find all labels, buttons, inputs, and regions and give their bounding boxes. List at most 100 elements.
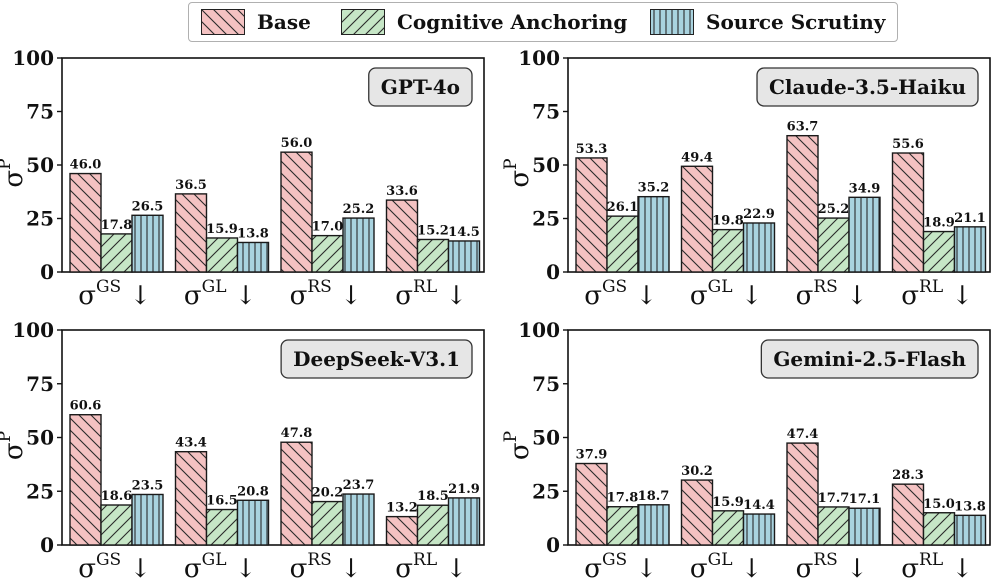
- bar-source-scrutiny: [447, 240, 481, 273]
- bar-cognitive-anchoring: [416, 238, 450, 273]
- data-label: 46.0: [70, 158, 102, 173]
- x-tick-label: σGS ↓: [584, 277, 657, 311]
- data-label: 15.0: [923, 497, 955, 512]
- x-tick-label: σRL ↓: [901, 277, 973, 311]
- x-tick-label: σGL ↓: [690, 277, 763, 311]
- bar-source-scrutiny: [342, 493, 375, 546]
- panel-claude-3-5-haiku: 0 25 50 75 100 σP 53.3 49.4 63.7 55.6 26.1 19.8 25.2…: [501, 46, 991, 311]
- x-tick-label: σRL ↓: [395, 550, 467, 581]
- legend-swatch-cognitive-anchoring: [341, 9, 385, 35]
- y-tick-label: 75: [532, 100, 560, 124]
- data-label: 28.3: [892, 468, 924, 483]
- y-tick-label: 0: [40, 533, 54, 557]
- bar-cognitive-anchoring: [416, 504, 450, 546]
- y-tick-label: 0: [546, 533, 560, 557]
- bar-source-scrutiny: [342, 217, 375, 273]
- data-label: 14.5: [448, 225, 480, 240]
- y-tick-label: 75: [26, 372, 54, 396]
- data-label: 15.2: [417, 223, 449, 238]
- data-label: 36.5: [175, 178, 207, 193]
- bar-base: [575, 157, 608, 273]
- data-label: 17.8: [607, 491, 639, 506]
- y-tick-label: 75: [532, 372, 560, 396]
- bar-base: [786, 442, 819, 546]
- y-tick-label: 75: [26, 100, 54, 124]
- y-tick-label: 50: [532, 426, 560, 450]
- data-label: 17.8: [101, 218, 133, 233]
- x-tick-label: σRS ↓: [796, 550, 868, 581]
- bar-cognitive-anchoring: [922, 230, 956, 273]
- panel-title-badge: [280, 339, 473, 379]
- bar-source-scrutiny: [236, 241, 270, 273]
- bar-source-scrutiny: [848, 507, 881, 546]
- data-label: 20.8: [237, 484, 269, 499]
- bar-base: [575, 462, 608, 546]
- data-label: 17.0: [312, 220, 344, 235]
- data-label: 35.2: [638, 181, 670, 196]
- x-tick-label: σGL ↓: [184, 277, 257, 311]
- panel-title: DeepSeek-V3.1: [293, 347, 460, 371]
- bar-source-scrutiny: [447, 497, 481, 546]
- x-tick-label: σRS ↓: [796, 277, 868, 311]
- bar-base: [174, 450, 208, 546]
- bar-base: [786, 134, 819, 273]
- bar-base: [891, 483, 925, 546]
- x-tick-label: σGL ↓: [690, 550, 763, 581]
- y-tick-label: 25: [26, 479, 54, 503]
- bar-cognitive-anchoring: [100, 233, 133, 273]
- bar-base: [174, 193, 208, 273]
- data-label: 18.9: [923, 216, 955, 231]
- bar-cognitive-anchoring: [711, 510, 745, 546]
- data-label: 47.8: [281, 426, 313, 441]
- bar-source-scrutiny: [236, 499, 270, 546]
- y-tick-label: 50: [26, 426, 54, 450]
- bar-base: [385, 199, 419, 273]
- y-tick-label: 100: [12, 318, 54, 342]
- bar-source-scrutiny: [953, 226, 987, 273]
- bar-source-scrutiny: [742, 513, 776, 546]
- data-label: 18.7: [638, 489, 670, 504]
- data-label: 21.9: [448, 482, 480, 497]
- bar-base: [280, 441, 313, 546]
- legend-label-cognitive-anchoring: Cognitive Anchoring: [397, 10, 628, 34]
- y-tick-label: 50: [26, 153, 54, 177]
- data-label: 22.9: [743, 207, 775, 222]
- data-label: 18.6: [101, 489, 133, 504]
- panel-title: GPT-4o: [381, 75, 460, 99]
- bar-base: [680, 479, 714, 546]
- y-tick-label: 25: [532, 207, 560, 231]
- bar-cognitive-anchoring: [922, 512, 956, 546]
- y-axis-label: σP: [501, 158, 535, 187]
- y-axis-label: σP: [0, 158, 29, 187]
- bar-cognitive-anchoring: [606, 506, 639, 546]
- bar-base: [385, 515, 419, 546]
- data-label: 14.4: [743, 498, 775, 513]
- data-label: 18.5: [417, 489, 449, 504]
- bar-source-scrutiny: [953, 514, 987, 546]
- data-label: 15.9: [712, 495, 744, 510]
- data-label: 17.7: [818, 491, 850, 506]
- x-tick-label: σGL ↓: [184, 550, 257, 581]
- data-label: 17.1: [849, 492, 881, 507]
- data-label: 13.8: [237, 226, 269, 241]
- y-tick-label: 0: [40, 260, 54, 284]
- y-tick-label: 25: [26, 207, 54, 231]
- bar-source-scrutiny: [848, 196, 881, 273]
- bar-base: [69, 172, 102, 273]
- x-tick-label: σRL ↓: [395, 277, 467, 311]
- bar-cognitive-anchoring: [817, 506, 850, 546]
- data-label: 34.9: [849, 181, 881, 196]
- data-label: 15.9: [206, 222, 238, 237]
- data-label: 19.8: [712, 214, 744, 229]
- bar-cognitive-anchoring: [205, 237, 239, 273]
- data-label: 33.6: [386, 184, 418, 199]
- x-tick-label: σGS ↓: [78, 277, 151, 311]
- data-label: 55.6: [892, 137, 924, 152]
- data-label: 60.6: [70, 399, 102, 414]
- bar-cognitive-anchoring: [205, 508, 239, 546]
- bar-base: [891, 152, 925, 273]
- data-label: 25.2: [343, 202, 375, 217]
- bar-base: [69, 414, 102, 546]
- panel-title-badge: [760, 339, 979, 379]
